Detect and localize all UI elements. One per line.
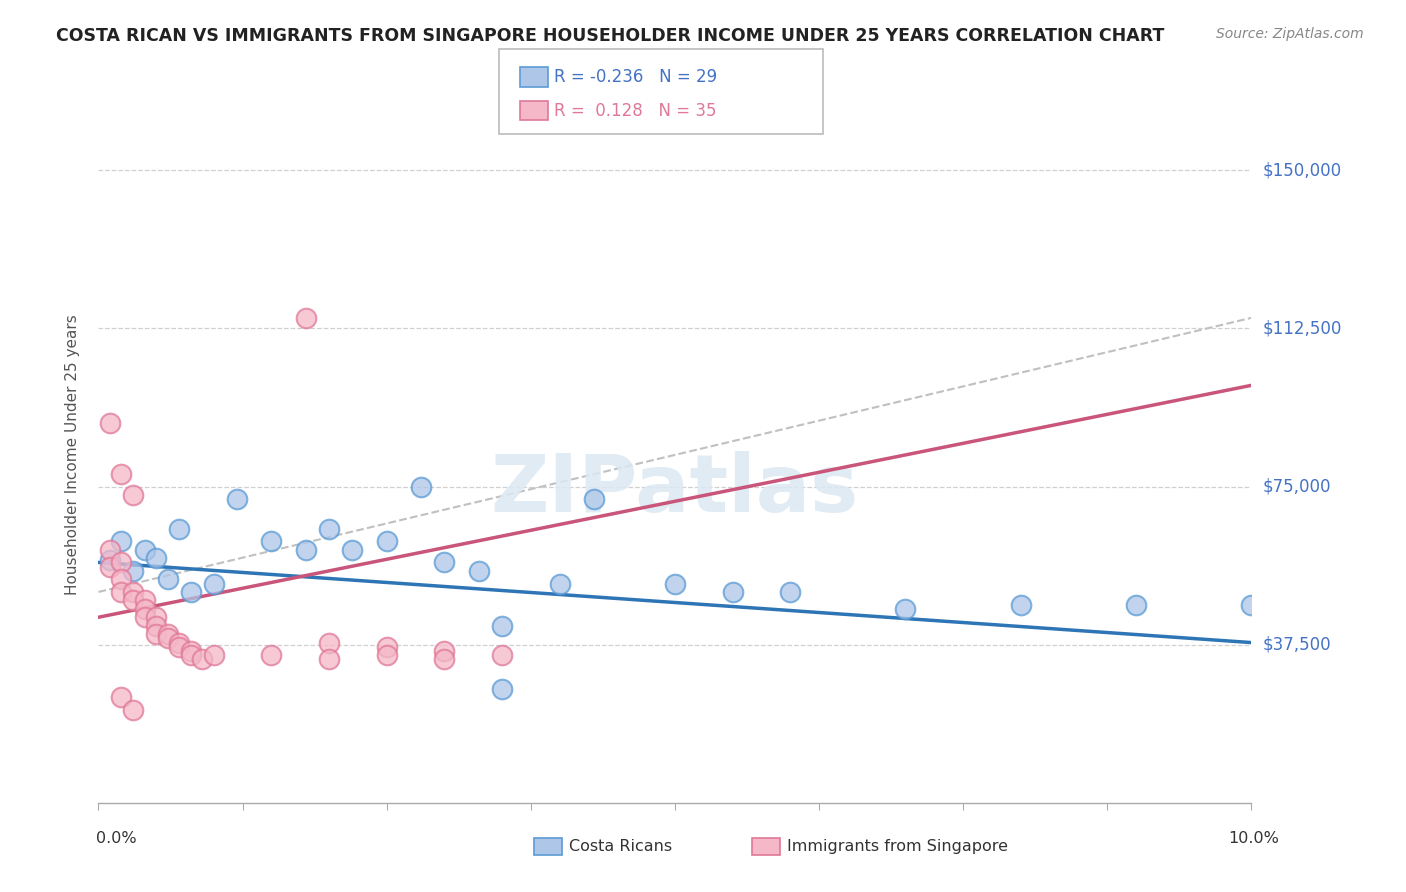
Point bbox=[548, 576, 571, 591]
Point bbox=[145, 610, 167, 624]
Point bbox=[145, 551, 167, 566]
Point bbox=[375, 534, 398, 549]
Point bbox=[167, 635, 190, 649]
Point bbox=[375, 648, 398, 663]
Text: Source: ZipAtlas.com: Source: ZipAtlas.com bbox=[1216, 27, 1364, 41]
Point bbox=[110, 556, 132, 570]
Point bbox=[98, 559, 121, 574]
Point bbox=[1010, 598, 1032, 612]
Point bbox=[411, 479, 433, 493]
Point bbox=[98, 542, 121, 557]
Point bbox=[110, 467, 132, 481]
Point bbox=[491, 648, 513, 663]
Point bbox=[491, 618, 513, 632]
Point bbox=[110, 690, 132, 705]
Point bbox=[664, 576, 686, 591]
Text: R =  0.128   N = 35: R = 0.128 N = 35 bbox=[554, 102, 717, 120]
Point bbox=[202, 576, 225, 591]
Point bbox=[779, 585, 801, 599]
Text: COSTA RICAN VS IMMIGRANTS FROM SINGAPORE HOUSEHOLDER INCOME UNDER 25 YEARS CORRE: COSTA RICAN VS IMMIGRANTS FROM SINGAPORE… bbox=[56, 27, 1164, 45]
Point bbox=[318, 652, 340, 666]
Text: $37,500: $37,500 bbox=[1263, 636, 1331, 654]
Point bbox=[156, 627, 179, 641]
Point bbox=[156, 572, 179, 586]
Text: $75,000: $75,000 bbox=[1263, 477, 1331, 496]
Point bbox=[98, 417, 121, 431]
Point bbox=[468, 564, 491, 578]
Point bbox=[1125, 598, 1147, 612]
Point bbox=[433, 652, 456, 666]
Text: Immigrants from Singapore: Immigrants from Singapore bbox=[787, 839, 1008, 854]
Text: $150,000: $150,000 bbox=[1263, 161, 1341, 179]
Point bbox=[295, 542, 318, 557]
Point bbox=[433, 556, 456, 570]
Text: 0.0%: 0.0% bbox=[96, 831, 136, 846]
Point bbox=[191, 652, 214, 666]
Point bbox=[122, 488, 145, 502]
Point bbox=[180, 644, 202, 658]
Point bbox=[122, 564, 145, 578]
Point bbox=[1240, 598, 1263, 612]
Point bbox=[491, 681, 513, 696]
Point bbox=[134, 602, 156, 616]
Point bbox=[340, 542, 363, 557]
Point bbox=[295, 310, 318, 325]
Text: 10.0%: 10.0% bbox=[1229, 831, 1279, 846]
Point bbox=[894, 602, 917, 616]
Point bbox=[225, 492, 247, 507]
Point bbox=[110, 585, 132, 599]
Text: $112,500: $112,500 bbox=[1263, 319, 1341, 337]
Point bbox=[122, 703, 145, 717]
Point bbox=[260, 534, 283, 549]
Point bbox=[180, 585, 202, 599]
Text: Costa Ricans: Costa Ricans bbox=[569, 839, 672, 854]
Point bbox=[134, 610, 156, 624]
Point bbox=[122, 585, 145, 599]
Point bbox=[375, 640, 398, 654]
Point bbox=[110, 534, 132, 549]
Text: ZIPatlas: ZIPatlas bbox=[491, 450, 859, 529]
Text: R = -0.236   N = 29: R = -0.236 N = 29 bbox=[554, 68, 717, 86]
Point bbox=[145, 627, 167, 641]
Point bbox=[134, 542, 156, 557]
Point bbox=[318, 522, 340, 536]
Point bbox=[167, 522, 190, 536]
Point bbox=[145, 618, 167, 632]
Point bbox=[122, 593, 145, 607]
Point bbox=[202, 648, 225, 663]
Point bbox=[98, 553, 121, 567]
Point bbox=[156, 632, 179, 646]
Y-axis label: Householder Income Under 25 years: Householder Income Under 25 years bbox=[65, 315, 80, 595]
Point bbox=[110, 572, 132, 586]
Point bbox=[260, 648, 283, 663]
Point bbox=[134, 593, 156, 607]
Point bbox=[433, 644, 456, 658]
Point bbox=[583, 492, 606, 507]
Point bbox=[167, 640, 190, 654]
Point bbox=[721, 585, 744, 599]
Point bbox=[180, 648, 202, 663]
Point bbox=[318, 635, 340, 649]
